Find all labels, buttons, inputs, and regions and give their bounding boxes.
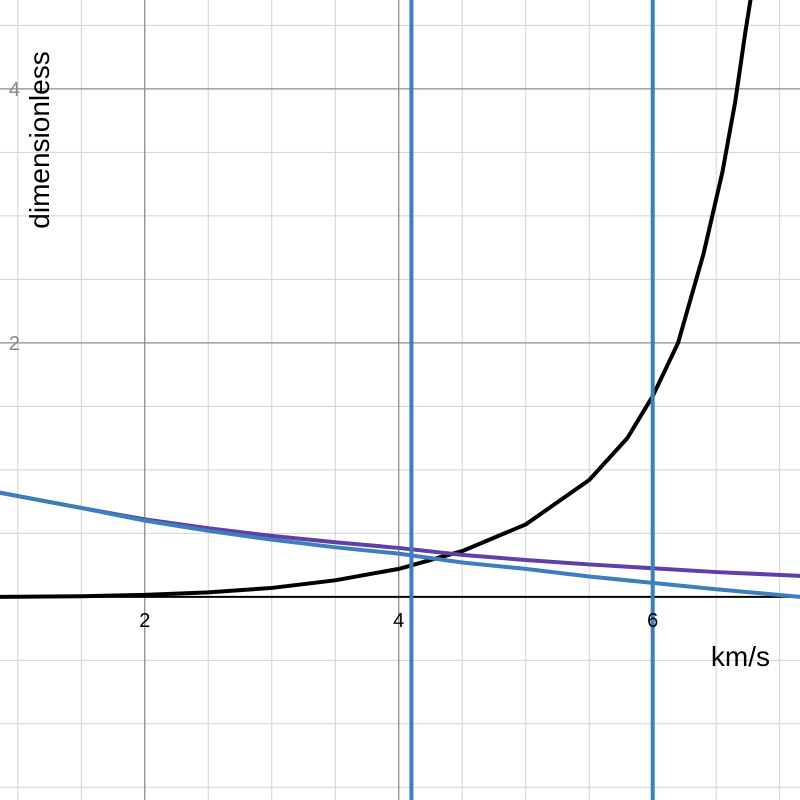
curve-series-1	[0, 0, 753, 599]
y-tick-label: 4	[9, 79, 20, 101]
curve-series-3	[0, 490, 800, 599]
x-tick-label: 6	[647, 610, 658, 632]
x-axis-title: km/s	[711, 641, 770, 672]
tick-labels: 2 4 6 2 4	[9, 79, 658, 632]
x-tick-label: 2	[139, 610, 150, 632]
x-tick-label: 4	[393, 610, 404, 632]
y-axis-title: dimensionless	[24, 51, 55, 228]
curve-series-2	[0, 490, 800, 578]
y-tick-label: 2	[9, 333, 20, 355]
